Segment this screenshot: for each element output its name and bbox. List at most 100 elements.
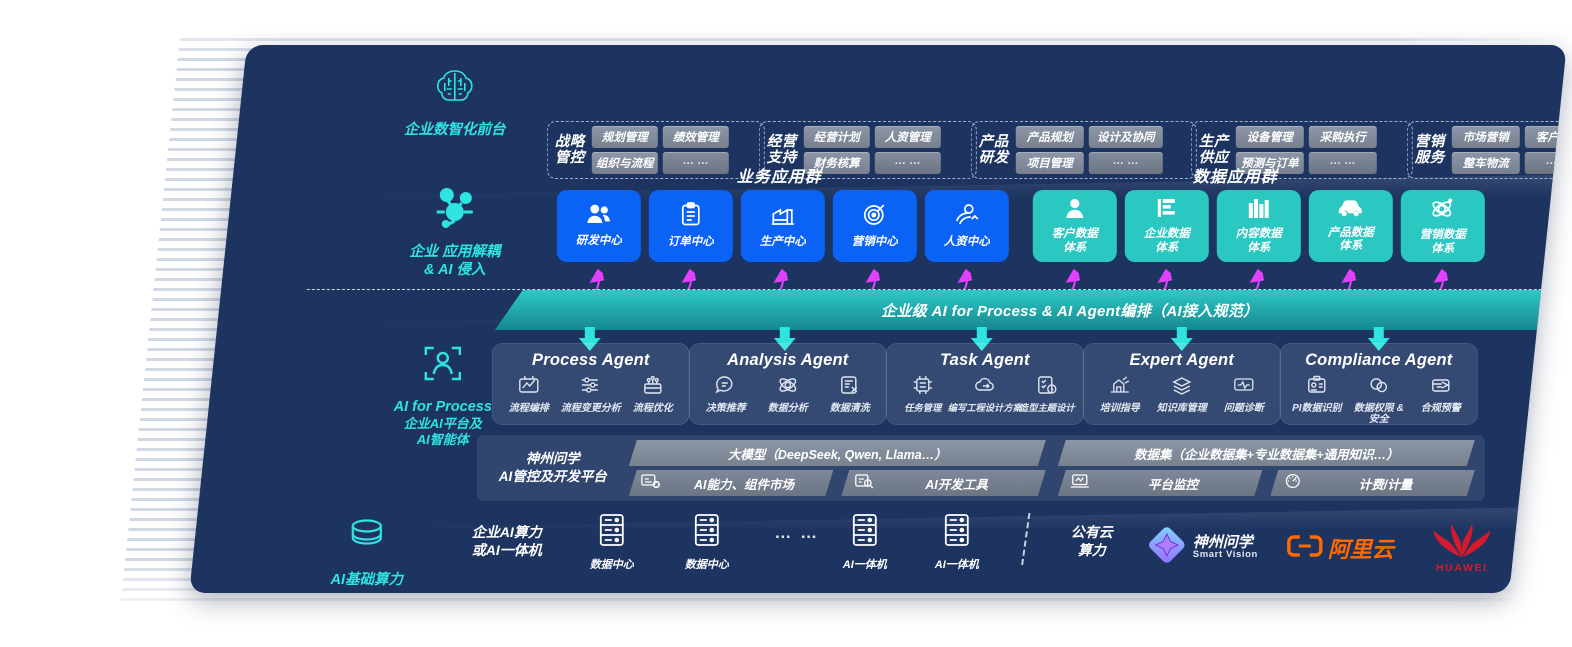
chip[interactable]: 组织与流程 (591, 152, 658, 174)
server-icon (942, 513, 972, 552)
data-card-marketing[interactable]: 营销数据 体系 (1400, 190, 1485, 262)
dev-tool-icon (853, 473, 873, 494)
logo-subtext: Smart Vision (1192, 549, 1258, 561)
logo-huawei[interactable]: HUAWEI (1422, 523, 1502, 574)
app-card-production-center[interactable]: 生产中心 (740, 190, 825, 262)
chip[interactable]: 设计及协同 (1088, 126, 1163, 148)
domain-group-strategy[interactable]: 战略 管控 规划管理 绩效管理 组织与流程 … … (546, 121, 765, 179)
infra-node-datacenter-2[interactable]: 数据中心 (667, 513, 747, 572)
chip[interactable]: … … (1088, 152, 1163, 174)
infra-node-datacenter-1[interactable]: 数据中心 (572, 513, 652, 572)
data-card-enterprise[interactable]: 企业数据 体系 (1124, 190, 1209, 262)
rail-ai-infrastructure: AI基础算力 (277, 515, 457, 589)
ai-platform-strip: 神州问学 AI管控及开发平台 大模型（DeepSeek, Qwen, Llama… (476, 435, 1485, 501)
chip[interactable]: … … (874, 152, 941, 174)
layers-icon (1171, 375, 1193, 400)
architecture-panel: 企业数智化前台 企业 应用解耦 & AI 侵入 AI for Process 企… (189, 45, 1567, 593)
clean-icon (839, 375, 861, 400)
car-icon (1337, 198, 1365, 223)
decision-icon (715, 375, 737, 400)
agent-card-expert[interactable]: Expert Agent 培训指导 知识库管理 问题诊断 (1082, 343, 1281, 425)
app-card-order-center[interactable]: 订单中心 (648, 190, 733, 262)
flowchart-icon (518, 375, 540, 400)
id-card-icon (1306, 375, 1328, 400)
aliyun-mark-icon (1287, 534, 1323, 563)
chip[interactable]: 市场营销 (1451, 126, 1520, 148)
logo-text: HUAWEI (1435, 562, 1488, 574)
chip[interactable]: 人资管理 (874, 126, 941, 148)
infra-node-ai-appliance-1[interactable]: AI一体机 (825, 513, 905, 572)
large-model-bar[interactable]: 大模型（DeepSeek, Qwen, Llama…） (629, 440, 1046, 466)
infra-node-ai-appliance-2[interactable]: AI一体机 (917, 513, 997, 572)
logo-text: 神州问学 (1192, 533, 1253, 551)
task-icon (912, 375, 934, 400)
platform-column-data: 数据集（企业数据集+专业数据集+通用知识…） 平台监控 (1058, 440, 1475, 496)
data-card-content[interactable]: 内容数据 体系 (1216, 190, 1301, 262)
chip[interactable]: 绩效管理 (662, 126, 729, 148)
brain-icon (365, 67, 545, 115)
chip[interactable]: 规划管理 (591, 126, 658, 148)
agent-card-compliance[interactable]: Compliance Agent PI数据识别 数据权限 & 安全 合规预警 (1279, 343, 1478, 425)
platform-label: 神州问学 AI管控及开发平台 (498, 451, 607, 484)
diagnose-icon (1233, 375, 1255, 400)
infra-public-cloud: 公有云 算力 (1070, 524, 1113, 559)
alert-box-icon (1430, 375, 1452, 400)
monitor-icon (1070, 473, 1090, 494)
chip[interactable]: 设备管理 (1235, 126, 1304, 148)
dataset-bar[interactable]: 数据集（企业数据集+专业数据集+通用知识…） (1058, 440, 1475, 466)
ai-orchestration-band: 企业级 AI for Process & AI Agent编排（AI接入规范） (503, 290, 1567, 330)
molecule-icon (365, 185, 545, 237)
chip[interactable]: 整车物流 (1451, 152, 1520, 174)
server-icon (597, 513, 627, 552)
chip[interactable]: … … (1308, 152, 1377, 174)
sliders-icon (580, 375, 602, 400)
business-group-title: 业务应用群 (736, 169, 822, 186)
cloud-icon (974, 375, 996, 400)
logo-text: 阿里云 (1327, 537, 1394, 562)
atom-icon (777, 375, 799, 400)
data-card-product[interactable]: 产品数据 体系 (1308, 190, 1393, 262)
component-market-icon (641, 473, 661, 494)
chip[interactable]: 项目管理 (1015, 152, 1084, 174)
data-group-title: 数据应用群 (1192, 169, 1278, 186)
database-icon (277, 515, 457, 565)
clipboard-icon (680, 202, 702, 232)
logo-shenzhou-wenxue[interactable]: 神州问学 Smart Vision (1147, 525, 1258, 570)
rail-ai-for-process: AI for Process 企业AI平台及 AI智能体 (353, 340, 533, 449)
agent-card-task[interactable]: Task Agent 任务管理 编写工程设计方案 造型主题设计 (885, 343, 1084, 425)
user-icon (1064, 197, 1086, 225)
infra-enterprise-compute: 企业AI算力 或AI一体机 (471, 524, 542, 559)
ellipsis-icon: … … (774, 523, 820, 542)
factory-icon (770, 203, 796, 232)
platform-cell-billing[interactable]: 计费/计量 (1270, 470, 1475, 496)
chip[interactable]: 采购执行 (1308, 126, 1377, 148)
app-card-hr-center[interactable]: 人资中心 (924, 190, 1009, 262)
server-icon (850, 513, 880, 552)
person-scan-icon (353, 340, 533, 392)
app-card-rd-center[interactable]: 研发中心 (556, 190, 641, 262)
platform-cell-monitoring[interactable]: 平台监控 (1058, 470, 1263, 496)
chip[interactable]: … … (662, 152, 729, 174)
training-icon (1109, 375, 1131, 400)
agent-card-analysis[interactable]: Analysis Agent 决策推荐 数据分析 数据清洗 (688, 343, 887, 425)
building-icon (1156, 197, 1178, 225)
checklist-icon (1036, 375, 1058, 400)
down-arrows (578, 327, 1390, 351)
domain-group-product-rd[interactable]: 产品 研发 产品规划 设计及协同 项目管理 … … (970, 121, 1197, 179)
agent-card-process[interactable]: Process Agent 流程编排 流程变更分析 流程优化 (491, 343, 690, 425)
data-card-customer[interactable]: 客户数据 体系 (1032, 190, 1117, 262)
server-icon (692, 513, 722, 552)
chip[interactable]: 产品规划 (1015, 126, 1084, 148)
platform-cell-component-market[interactable]: AI能力、组件市场 (629, 470, 834, 496)
optimize-icon (642, 375, 664, 400)
platform-cell-dev-tools[interactable]: AI开发工具 (841, 470, 1046, 496)
bars-icon (1248, 197, 1270, 225)
target-icon (863, 202, 887, 232)
users-icon (586, 203, 612, 231)
huawei-flower-icon (1433, 524, 1491, 563)
app-card-marketing-center[interactable]: 营销中心 (832, 190, 917, 262)
logo-aliyun[interactable]: 阿里云 (1287, 532, 1394, 564)
chip[interactable]: 经营计划 (803, 126, 870, 148)
person-chart-icon (954, 203, 980, 232)
